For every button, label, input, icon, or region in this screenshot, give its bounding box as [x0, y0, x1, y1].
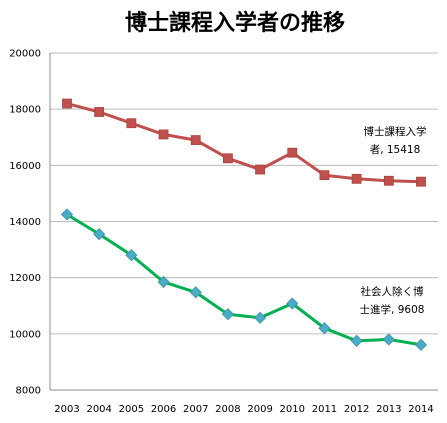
grid: [50, 52, 438, 335]
data-point-marker: [189, 286, 202, 299]
x-tick-label: 2007: [183, 404, 208, 415]
data-point-marker: [287, 147, 298, 158]
chart-title: 博士課程入学者の推移: [125, 10, 345, 36]
y-tick-label: 18000: [9, 105, 41, 116]
series-data-label: 社会人除く博: [361, 285, 424, 298]
x-tick-label: 2011: [312, 404, 337, 415]
y-tick-label: 12000: [9, 273, 41, 284]
data-point-marker: [126, 118, 137, 129]
x-tick-label: 2009: [247, 404, 272, 415]
y-tick-label: 10000: [9, 329, 41, 340]
axes: 8000 10000 12000 14000 16000 18000 20000 2003 20…: [9, 49, 438, 415]
data-point-marker: [223, 153, 233, 164]
data-point-marker: [62, 98, 72, 109]
x-tick-label: 2005: [119, 404, 144, 415]
x-tick-label: 2010: [280, 404, 305, 415]
data-point-marker: [383, 175, 394, 186]
data-point-marker: [382, 333, 395, 346]
x-tick-label: 2004: [86, 404, 111, 415]
y-tick-label: 20000: [9, 49, 41, 60]
data-point-marker: [319, 170, 330, 181]
data-point-marker: [157, 275, 170, 288]
series-line: [66, 213, 422, 347]
series-line: [66, 102, 422, 184]
x-tick-label: 2006: [151, 404, 176, 415]
data-point-marker: [158, 129, 169, 140]
data-point-marker: [351, 173, 362, 184]
data-point-marker: [350, 334, 363, 347]
x-tick-label: 2014: [408, 404, 433, 415]
series-data-label: 士進学, 9608: [360, 303, 425, 316]
y-tick-label: 8000: [16, 386, 41, 397]
data-point-marker: [221, 308, 234, 321]
y-tick-label: 14000: [9, 217, 41, 228]
data-point-marker: [94, 107, 105, 117]
series-data-label: 博士課程入学: [364, 125, 427, 138]
data-point-marker: [318, 322, 331, 335]
data-point-marker: [254, 311, 267, 324]
data-point-marker: [286, 297, 299, 310]
data-point-marker: [125, 249, 138, 262]
series-phd-excluding-working-adults: [60, 208, 428, 351]
series: [60, 98, 428, 351]
series-phd-enrollment: [62, 98, 426, 187]
data-point-marker: [416, 176, 426, 187]
x-tick-label: 2003: [54, 404, 79, 415]
data-point-marker: [60, 208, 74, 221]
y-tick-label: 16000: [9, 161, 41, 172]
x-tick-label: 2008: [215, 404, 240, 415]
series-data-label: 者, 15418: [370, 144, 421, 156]
x-tick-label: 2013: [376, 404, 401, 415]
data-point-marker: [414, 338, 428, 351]
x-tick-label: 2012: [344, 404, 369, 415]
data-point-marker: [190, 135, 201, 145]
data-point-marker: [93, 228, 106, 241]
data-point-marker: [255, 164, 265, 175]
